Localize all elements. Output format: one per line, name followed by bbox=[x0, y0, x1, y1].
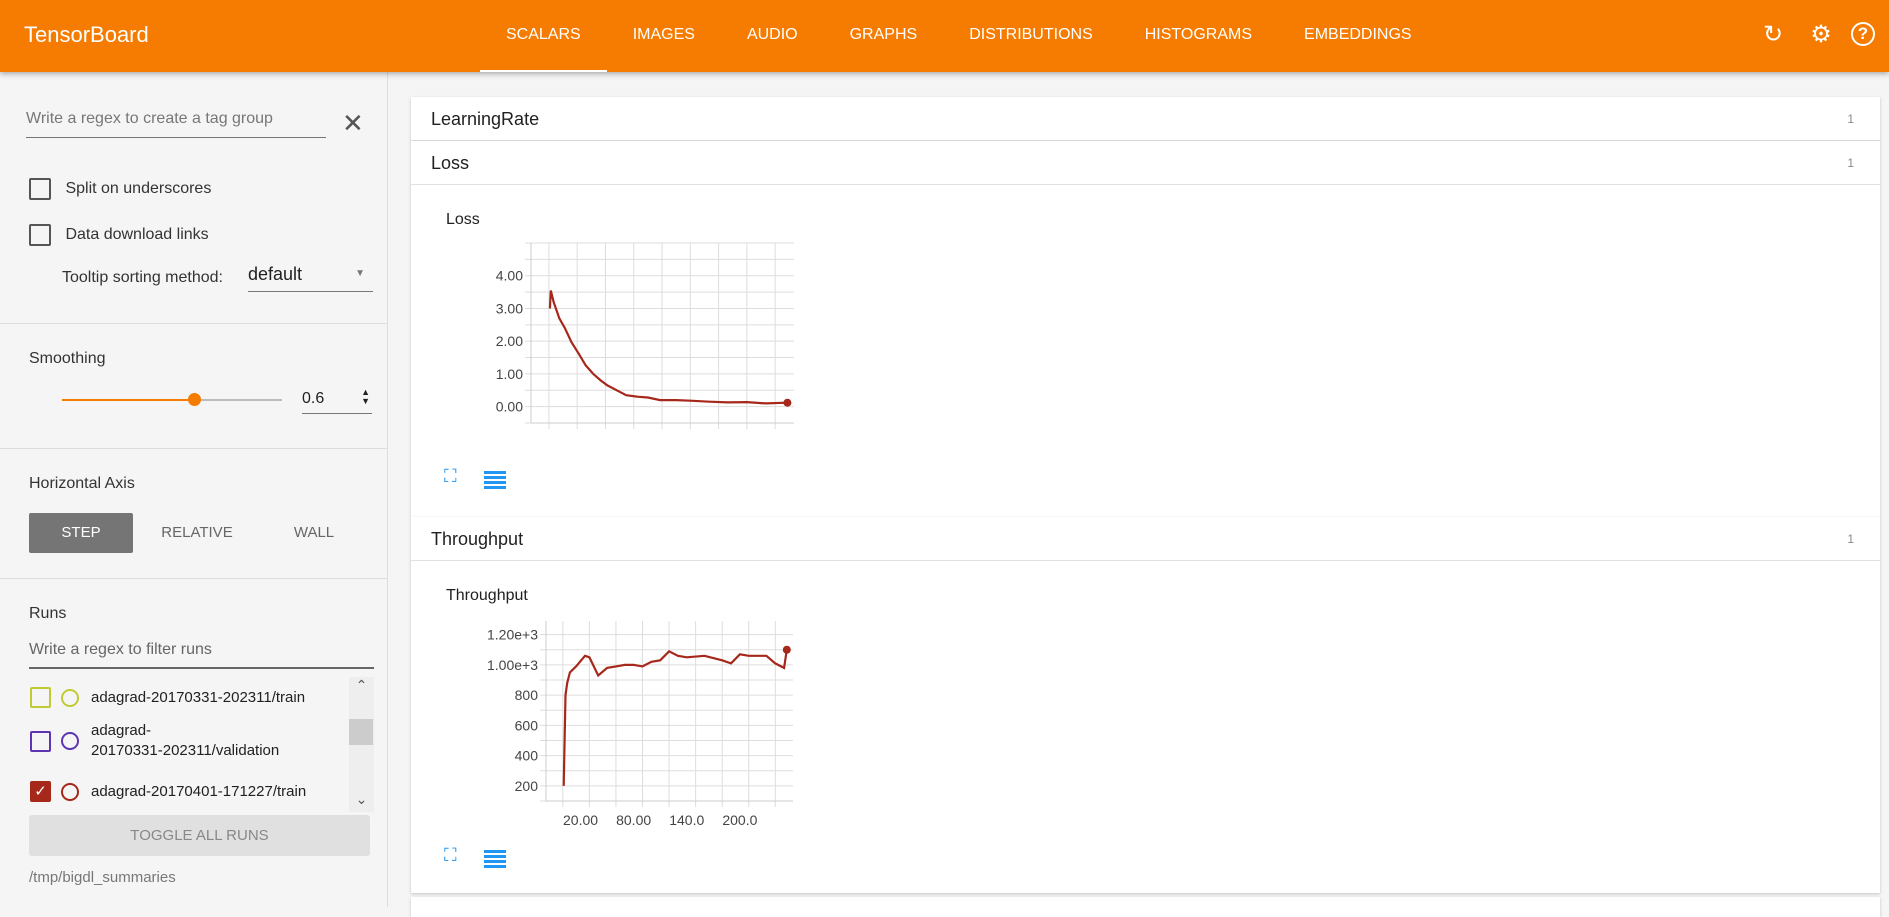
y-tick-label: 0.00 bbox=[496, 399, 523, 415]
close-icon[interactable]: ✕ bbox=[342, 108, 364, 138]
run-item[interactable]: adagrad-20170331-202311/train bbox=[30, 687, 305, 708]
scroll-down-icon[interactable]: ⌄ bbox=[355, 791, 368, 807]
runs-scrollbar[interactable]: ⌃ ⌄ bbox=[349, 677, 374, 812]
x-tick-label: 80.00 bbox=[616, 812, 651, 828]
tab-embeddings[interactable]: EMBEDDINGS bbox=[1304, 26, 1412, 43]
fullscreen-icon[interactable]: ⛶ bbox=[444, 466, 457, 486]
refresh-icon[interactable]: ↻ bbox=[1762, 21, 1784, 48]
tab-audio[interactable]: AUDIO bbox=[746, 26, 798, 43]
smoothing-input[interactable]: 0.6 ▲ ▼ bbox=[302, 386, 372, 414]
tab-images[interactable]: IMAGES bbox=[632, 26, 695, 43]
scroll-up-icon[interactable]: ⌃ bbox=[355, 677, 368, 693]
data-table-icon[interactable] bbox=[484, 471, 506, 491]
download-links-checkbox[interactable]: Data download links bbox=[29, 224, 209, 246]
run-item[interactable]: adagrad- 20170331-202311/validation bbox=[30, 721, 279, 761]
settings-icon[interactable]: ⚙ bbox=[1810, 21, 1832, 48]
y-tick-label: 200 bbox=[515, 778, 539, 794]
throughput-chart[interactable]: 200 400 600 800 1.00e+3 1.20e+3 20.00 80.00 140.… bbox=[411, 517, 831, 893]
scrollbar-thumb[interactable] bbox=[349, 719, 373, 745]
smoothing-label: Smoothing bbox=[29, 350, 106, 367]
last-point-marker bbox=[783, 398, 792, 407]
smoothing-slider[interactable] bbox=[62, 393, 282, 406]
group-count: 1 bbox=[1847, 532, 1854, 546]
sidebar: Write a regex to create a tag group ✕ Sp… bbox=[0, 72, 388, 907]
group-next bbox=[411, 897, 1880, 917]
group-title[interactable]: Throughput bbox=[411, 517, 1880, 561]
run-color-circle[interactable] bbox=[61, 782, 79, 801]
x-tick-label: 200.0 bbox=[722, 812, 757, 828]
tooltip-sorting-select[interactable]: default ▼ bbox=[248, 264, 373, 292]
axis-step-button[interactable]: STEP bbox=[29, 513, 133, 553]
runs-list: adagrad-20170331-202311/train adagrad- 2… bbox=[0, 677, 350, 812]
y-tick-label: 1.00e+3 bbox=[487, 657, 538, 673]
axis-relative-button[interactable]: RELATIVE bbox=[161, 524, 233, 541]
group-loss: Loss 1 0.00 1.00 2.00 3.00 4.00 Loss ⛶ bbox=[411, 141, 1880, 517]
chart-title: Throughput bbox=[446, 587, 528, 604]
last-point-marker bbox=[782, 645, 791, 654]
group-count: 1 bbox=[1847, 156, 1854, 170]
tab-scalars[interactable]: SCALARS bbox=[480, 0, 607, 72]
run-color-circle[interactable] bbox=[61, 688, 79, 707]
slider-handle[interactable] bbox=[188, 393, 201, 406]
y-tick-label: 400 bbox=[515, 748, 539, 764]
loss-chart[interactable]: 0.00 1.00 2.00 3.00 4.00 bbox=[411, 141, 831, 517]
y-tick-label: 800 bbox=[515, 687, 539, 703]
group-title[interactable]: Loss bbox=[411, 141, 1880, 185]
y-tick-label: 2.00 bbox=[496, 333, 523, 349]
group-count: 1 bbox=[1847, 112, 1854, 126]
logdir-path: /tmp/bigdl_summaries bbox=[29, 869, 176, 886]
group-throughput: Throughput 1 200 400 600 800 1.00e+3 1.20e+3 20… bbox=[411, 517, 1880, 893]
run-color-circle[interactable] bbox=[61, 732, 79, 750]
top-bar: TensorBoard SCALARS IMAGES AUDIO GRAPHS … bbox=[0, 0, 1889, 72]
y-tick-label: 3.00 bbox=[496, 300, 523, 316]
data-table-icon[interactable] bbox=[484, 850, 506, 870]
chart-title: Loss bbox=[446, 211, 480, 228]
run-item[interactable]: ✓ adagrad-20170401-171227/train bbox=[30, 781, 306, 802]
runs-filter-input[interactable]: Write a regex to filter runs bbox=[29, 641, 374, 669]
tab-histograms[interactable]: HISTOGRAMS bbox=[1144, 26, 1253, 43]
runs-label: Runs bbox=[29, 605, 67, 622]
main-content: LearningRate 1 Loss 1 0.00 1.00 2.00 3.00 4.00… bbox=[411, 97, 1880, 917]
tab-graphs[interactable]: GRAPHS bbox=[849, 26, 918, 43]
series-line bbox=[548, 290, 788, 405]
help-icon[interactable]: ? bbox=[1851, 22, 1875, 46]
x-tick-label: 20.00 bbox=[563, 812, 598, 828]
x-tick-label: 140.0 bbox=[669, 812, 704, 828]
y-tick-label: 4.00 bbox=[496, 268, 523, 284]
dropdown-arrow-icon: ▼ bbox=[355, 268, 365, 279]
y-tick-label: 1.00 bbox=[496, 366, 523, 382]
app-title: TensorBoard bbox=[24, 22, 149, 47]
fullscreen-icon[interactable]: ⛶ bbox=[444, 845, 457, 865]
horizontal-axis-label: Horizontal Axis bbox=[29, 475, 135, 492]
tab-distributions[interactable]: DISTRIBUTIONS bbox=[969, 26, 1093, 43]
toggle-all-runs-button[interactable]: TOGGLE ALL RUNS bbox=[29, 815, 370, 856]
checkmark-icon[interactable]: ✓ bbox=[30, 781, 51, 802]
split-underscores-checkbox[interactable]: Split on underscores bbox=[29, 178, 211, 200]
series-line bbox=[562, 649, 788, 786]
tag-group-input[interactable]: Write a regex to create a tag group bbox=[26, 110, 326, 138]
y-tick-label: 1.20e+3 bbox=[487, 627, 538, 643]
group-learningrate[interactable]: LearningRate 1 bbox=[411, 97, 1880, 141]
stepper-icon[interactable]: ▲ ▼ bbox=[361, 387, 370, 406]
tooltip-sorting-label: Tooltip sorting method: bbox=[62, 269, 223, 286]
group-title[interactable]: LearningRate bbox=[411, 97, 1880, 141]
y-tick-label: 600 bbox=[515, 717, 539, 733]
axis-wall-button[interactable]: WALL bbox=[293, 524, 335, 541]
nav-tabs: SCALARS IMAGES AUDIO GRAPHS DISTRIBUTION… bbox=[480, 0, 1438, 72]
